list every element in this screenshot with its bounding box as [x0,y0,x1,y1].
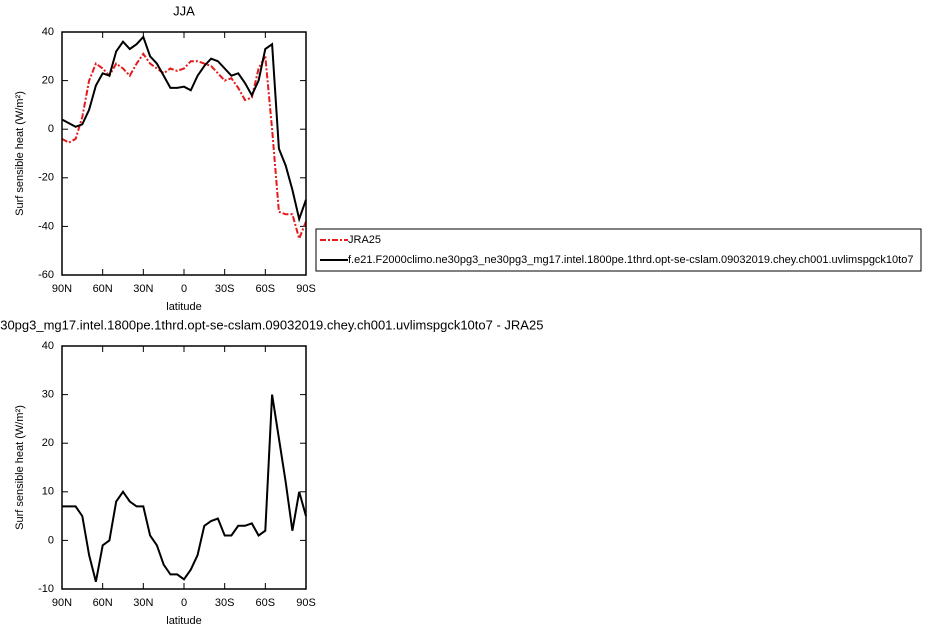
y-tick-label: 20 [42,75,54,87]
y-tick-label: 20 [42,437,54,449]
x-tick-label: 30N [133,283,153,295]
plot-frame [61,31,307,276]
legend-label: f.e21.F2000climo.ne30pg3_ne30pg3_mg17.in… [348,254,913,266]
legend-label: JRA25 [348,234,381,246]
x-tick-label: 30S [215,597,235,609]
x-tick-label: 90S [296,597,316,609]
x-tick-label: 30N [133,597,153,609]
x-axis-label: latitude [166,615,201,627]
chart-title: JJA [173,3,195,18]
x-tick-label: 60N [93,597,113,609]
series-line [62,394,307,582]
chart-title: f.e21.F2000climo.ne30pg3_ne30pg3_mg17.in… [0,317,543,332]
y-tick-label: -40 [38,220,54,232]
x-tick-label: 0 [181,283,187,295]
y-tick-label: -20 [38,172,54,184]
y-tick-label: -60 [38,269,54,281]
series-line [61,34,307,223]
legend-box [315,228,922,272]
y-tick-label: 10 [42,486,54,498]
y-axis-label: Surf sensible heat (W/m²) [14,405,26,530]
x-tick-label: 90N [52,283,72,295]
x-axis-label: latitude [166,301,201,313]
y-tick-label: 0 [48,123,54,135]
x-tick-label: 60N [93,283,113,295]
y-tick-label: 30 [42,389,54,401]
x-tick-label: 60S [256,597,276,609]
y-tick-label: 40 [42,26,54,38]
x-tick-label: 90N [52,597,72,609]
x-tick-label: 0 [181,597,187,609]
y-tick-label: 40 [42,340,54,352]
y-axis-label: Surf sensible heat (W/m²) [14,91,26,216]
y-tick-label: -10 [38,583,54,595]
x-tick-label: 30S [215,283,235,295]
series-line [61,52,307,242]
x-tick-label: 90S [296,283,316,295]
plot-frame [61,345,307,590]
y-tick-label: 0 [48,534,54,546]
x-tick-label: 60S [256,283,276,295]
